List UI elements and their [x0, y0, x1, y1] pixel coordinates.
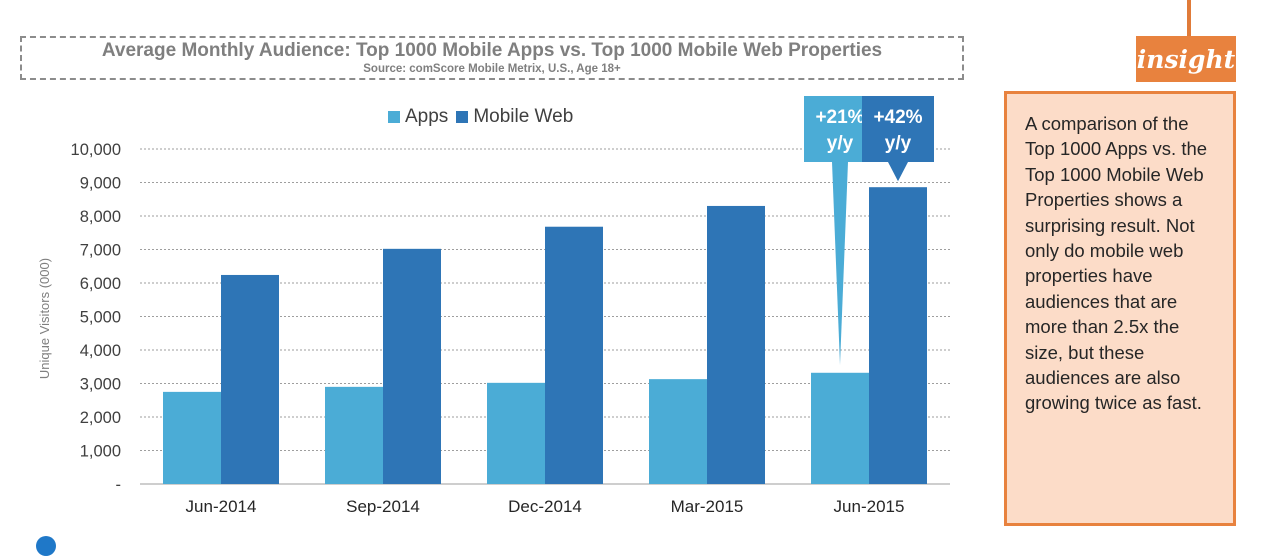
- legend-item-mobile-web: Mobile Web: [456, 106, 573, 128]
- bar-mobile-web: [707, 205, 765, 484]
- growth-callout-pointer: [888, 162, 908, 182]
- legend-item-apps: Apps: [388, 106, 448, 128]
- insight-connector-line: [1187, 0, 1191, 36]
- insight-box: A comparison of the Top 1000 Apps vs. th…: [1004, 91, 1236, 526]
- bar-apps: [325, 386, 383, 484]
- y-tick-label: 1,000: [80, 443, 121, 461]
- x-tick-label: Jun-2014: [186, 497, 257, 516]
- legend-swatch-mobile-web: [456, 111, 469, 123]
- x-tick-label: Sep-2014: [346, 497, 420, 516]
- growth-callout-value: +21%: [815, 107, 864, 128]
- y-tick-label: 3,000: [80, 376, 121, 394]
- insight-text: A comparison of the Top 1000 Apps vs. th…: [1025, 113, 1208, 414]
- bar-mobile-web: [221, 274, 279, 484]
- growth-callout-value: +42%: [873, 107, 922, 128]
- chart-legend: Apps Mobile Web: [388, 105, 573, 129]
- chart-subtitle: Source: comScore Mobile Metrix, U.S., Ag…: [363, 63, 621, 75]
- growth-callout-period: y/y: [885, 133, 912, 154]
- bar-apps: [487, 382, 545, 484]
- growth-callout-box: [862, 96, 934, 162]
- bar-apps: [811, 372, 869, 484]
- y-tick-label: 4,000: [80, 342, 121, 360]
- legend-label-mobile-web: Mobile Web: [473, 106, 574, 127]
- bar-mobile-web: [869, 187, 927, 484]
- y-tick-label: 9,000: [80, 175, 121, 193]
- y-axis-label: Unique Visitors (000): [37, 258, 52, 379]
- legend-label-apps: Apps: [405, 106, 449, 127]
- legend-swatch-apps: [388, 111, 400, 123]
- bar-chart: - 1,000 2,000 3,000 4,000 5,000 6,000 7,000 8,00…: [37, 96, 950, 516]
- y-tick-label: 7,000: [80, 242, 121, 260]
- bar-mobile-web: [545, 226, 603, 484]
- x-tick-label: Mar-2015: [671, 497, 744, 516]
- y-tick-label: 10,000: [71, 141, 121, 159]
- bar-apps: [649, 379, 707, 484]
- growth-callout-period: y/y: [827, 133, 854, 154]
- y-tick-label: 2,000: [80, 409, 121, 427]
- y-tick-label: 6,000: [80, 275, 121, 293]
- y-tick-label: -: [116, 476, 122, 494]
- bar-mobile-web: [383, 248, 441, 484]
- chart-title-box: Average Monthly Audience: Top 1000 Mobil…: [20, 36, 964, 80]
- y-tick-label: 5,000: [80, 309, 121, 327]
- x-tick-label: Dec-2014: [508, 497, 582, 516]
- insight-tag: insight: [1136, 36, 1236, 82]
- growth-callout-pointer: [832, 162, 848, 365]
- bar-apps: [163, 391, 221, 484]
- chart-title: Average Monthly Audience: Top 1000 Mobil…: [101, 40, 883, 61]
- x-tick-label: Jun-2015: [834, 497, 905, 516]
- footer-logo-dot: [36, 536, 56, 556]
- y-tick-label: 8,000: [80, 208, 121, 226]
